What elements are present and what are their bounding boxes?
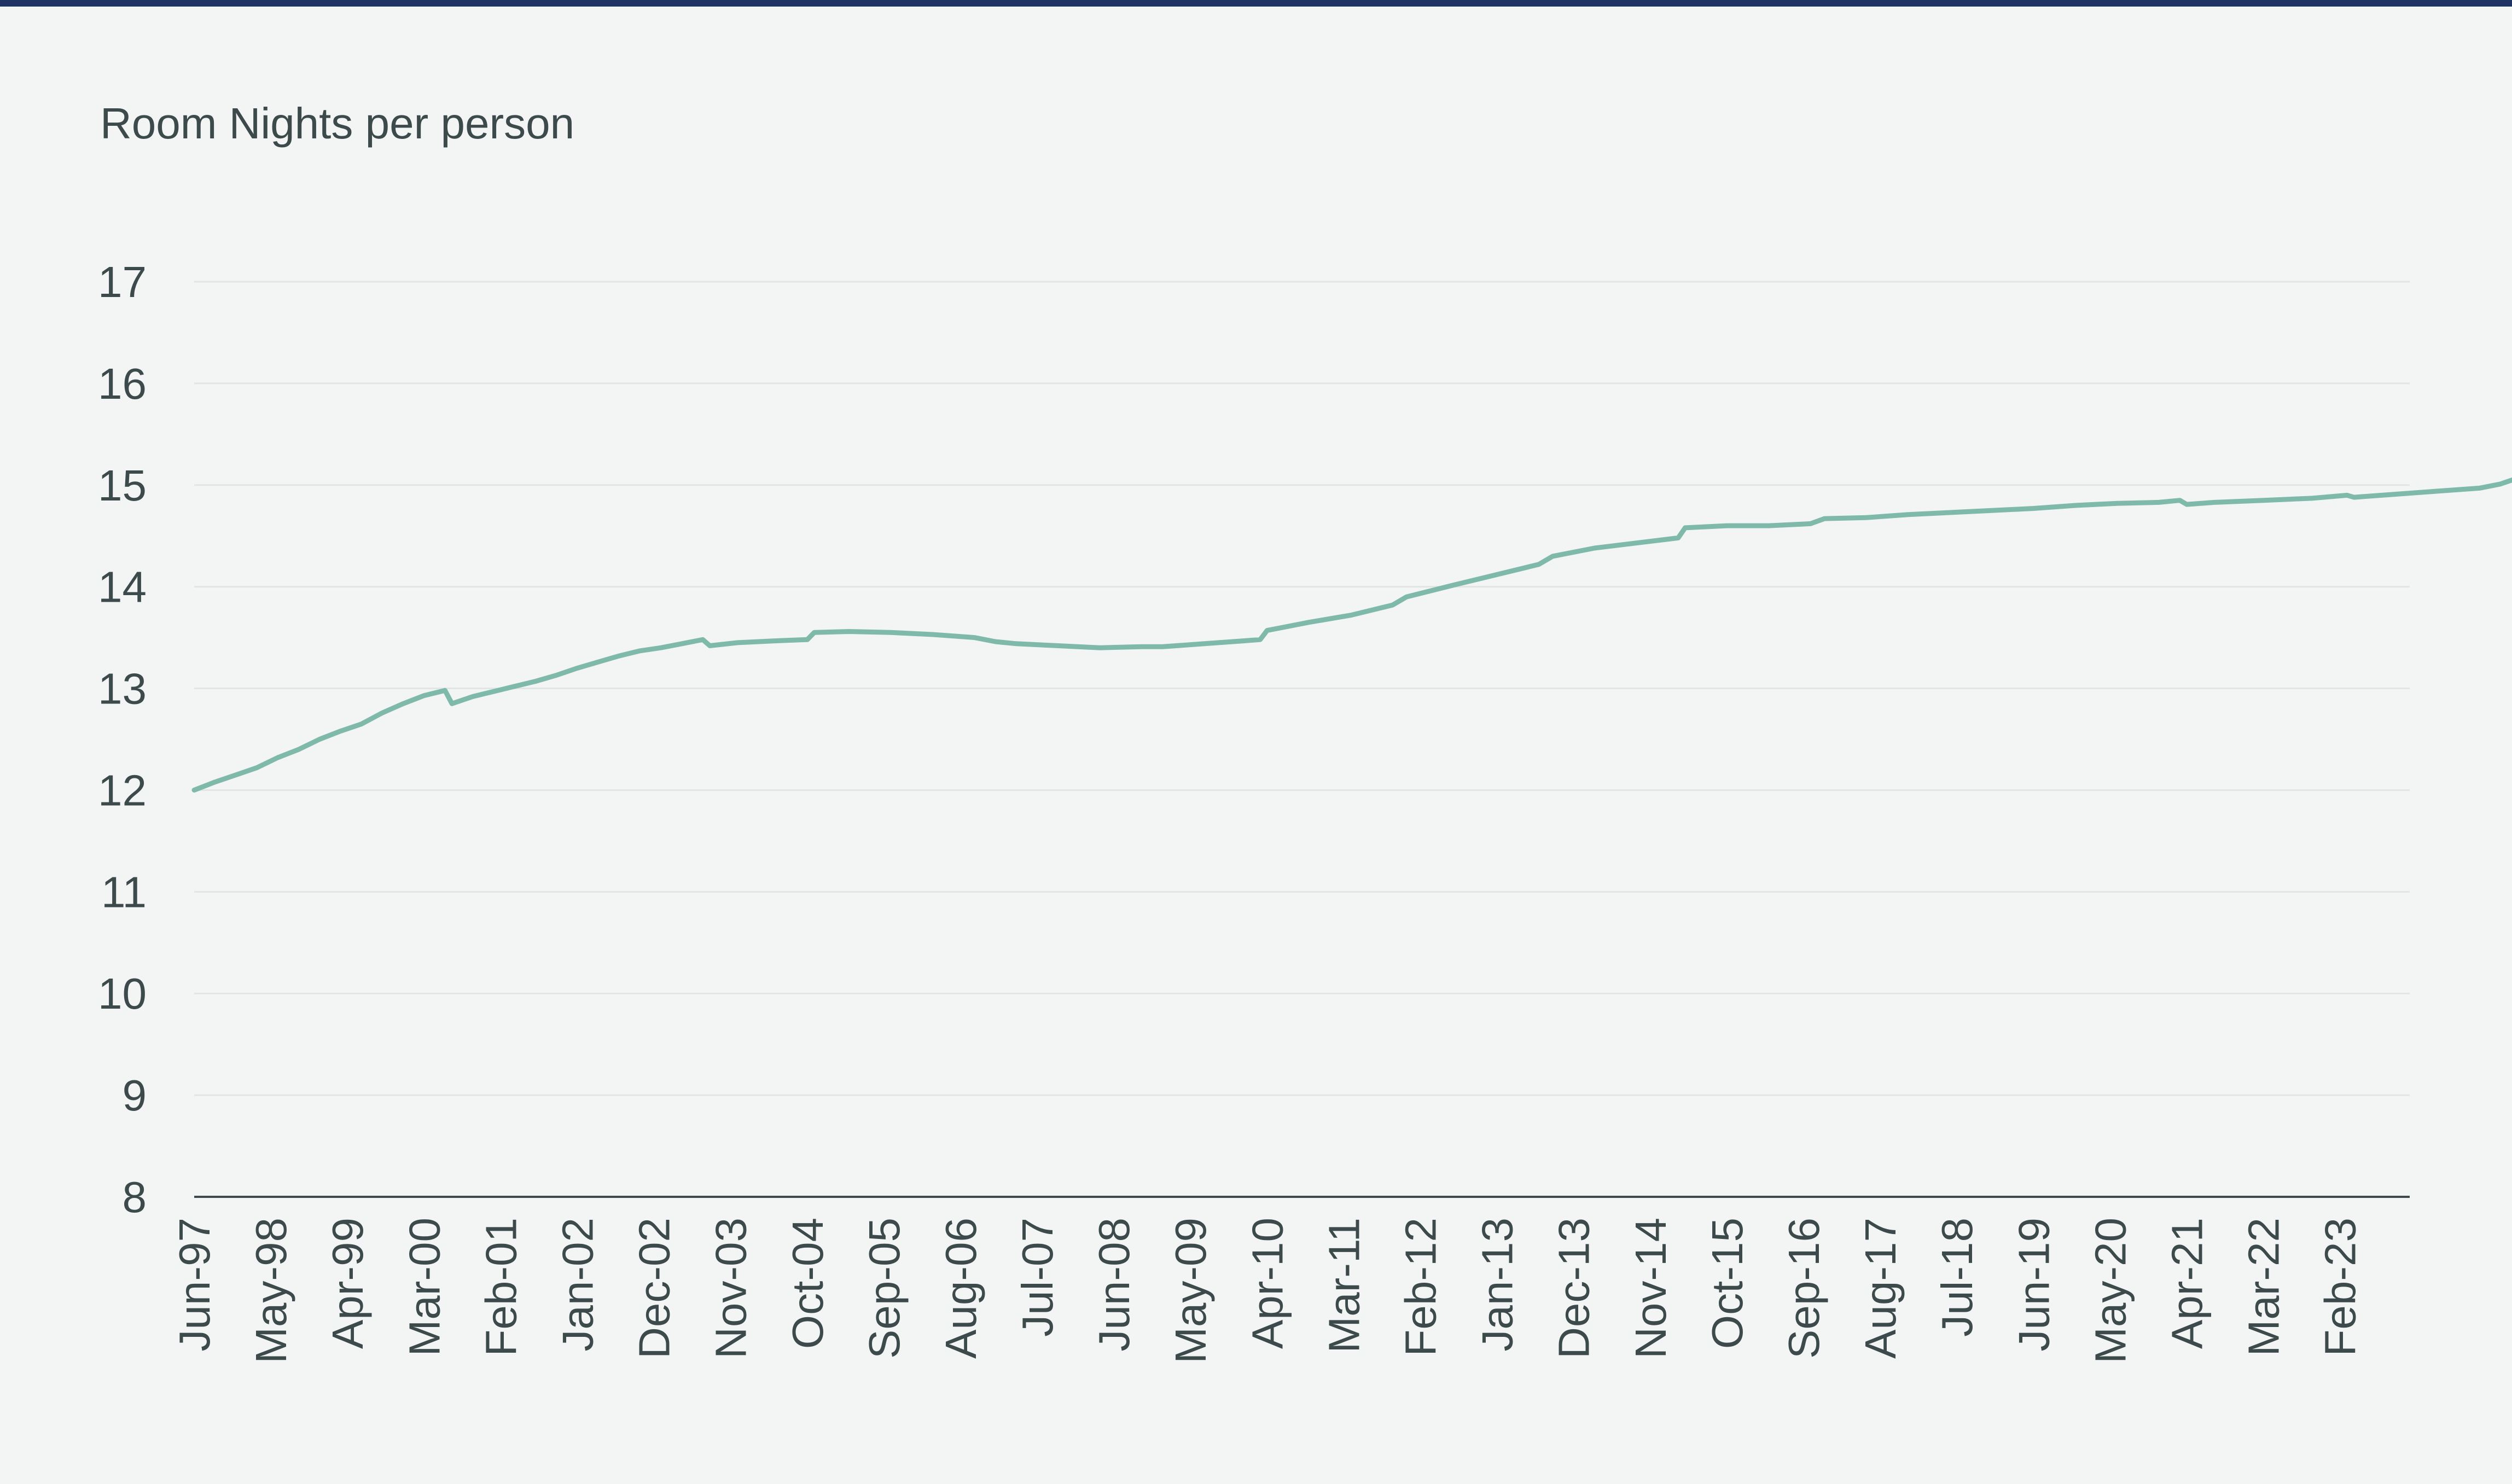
- series-line: [191, 477, 2512, 793]
- y-tick-label: 16: [98, 359, 147, 408]
- x-tick-label: Nov-03: [707, 1218, 755, 1359]
- top-rule: [0, 0, 2512, 7]
- x-tick-label: May-20: [2086, 1218, 2135, 1364]
- y-tick-label: 12: [98, 766, 147, 814]
- y-tick-label: 14: [98, 563, 147, 612]
- x-tick-label: Oct-15: [1703, 1218, 1752, 1349]
- x-tick-label: Feb-12: [1397, 1218, 1445, 1356]
- x-tick-label: Jun-97: [170, 1218, 219, 1352]
- x-tick-label: Aug-06: [937, 1218, 985, 1359]
- x-tick-label: Jul-07: [1013, 1218, 1062, 1337]
- y-tick-labels: 8 9 10 11 12 13 14 15 16 17: [98, 258, 147, 1221]
- y-tick-label: 13: [98, 665, 147, 713]
- x-tick-label: Sep-05: [860, 1218, 909, 1359]
- y-axis-title: Room Nights per person: [100, 99, 575, 148]
- x-tick-label: Mar-22: [2240, 1218, 2288, 1356]
- x-tick-label: May-09: [1166, 1218, 1215, 1364]
- x-tick-label: Dec-13: [1550, 1218, 1598, 1359]
- x-tick-label: Apr-10: [1243, 1218, 1292, 1349]
- y-tick-label: 17: [98, 258, 147, 306]
- x-tick-label: Jul-18: [1933, 1218, 1981, 1337]
- y-tick-label: 9: [123, 1071, 147, 1120]
- x-tick-label: Nov-14: [1626, 1218, 1675, 1359]
- x-tick-label: Jun-19: [2009, 1218, 2058, 1352]
- x-tick-label: May-98: [247, 1218, 295, 1364]
- x-tick-label: Mar-00: [400, 1218, 449, 1356]
- x-tick-label: Feb-23: [2316, 1218, 2365, 1356]
- x-tick-label: Mar-11: [1319, 1218, 1368, 1353]
- y-tick-label: 10: [98, 969, 147, 1018]
- x-tick-labels: Jun-97 May-98 Apr-99 Mar-00 Feb-01 Jan-02 Dec-…: [170, 1218, 2365, 1364]
- x-tick-label: Aug-17: [1856, 1218, 1905, 1359]
- x-tick-label: Feb-01: [476, 1218, 525, 1356]
- x-tick-label: Jan-13: [1473, 1218, 1522, 1352]
- x-tick-label: Jun-08: [1090, 1218, 1138, 1352]
- x-tick-label: Jan-02: [553, 1218, 602, 1352]
- x-tick-label: Dec-02: [630, 1218, 679, 1359]
- x-tick-label: Sep-16: [1780, 1218, 1828, 1359]
- x-tick-label: Apr-99: [323, 1218, 372, 1349]
- x-tick-label: Apr-21: [2162, 1218, 2211, 1349]
- y-tick-label: 11: [101, 868, 147, 916]
- x-tick-label: Oct-04: [783, 1218, 832, 1349]
- y-tick-label: 8: [123, 1173, 147, 1221]
- y-tick-label: 15: [98, 461, 147, 510]
- gridlines: [194, 281, 2410, 1096]
